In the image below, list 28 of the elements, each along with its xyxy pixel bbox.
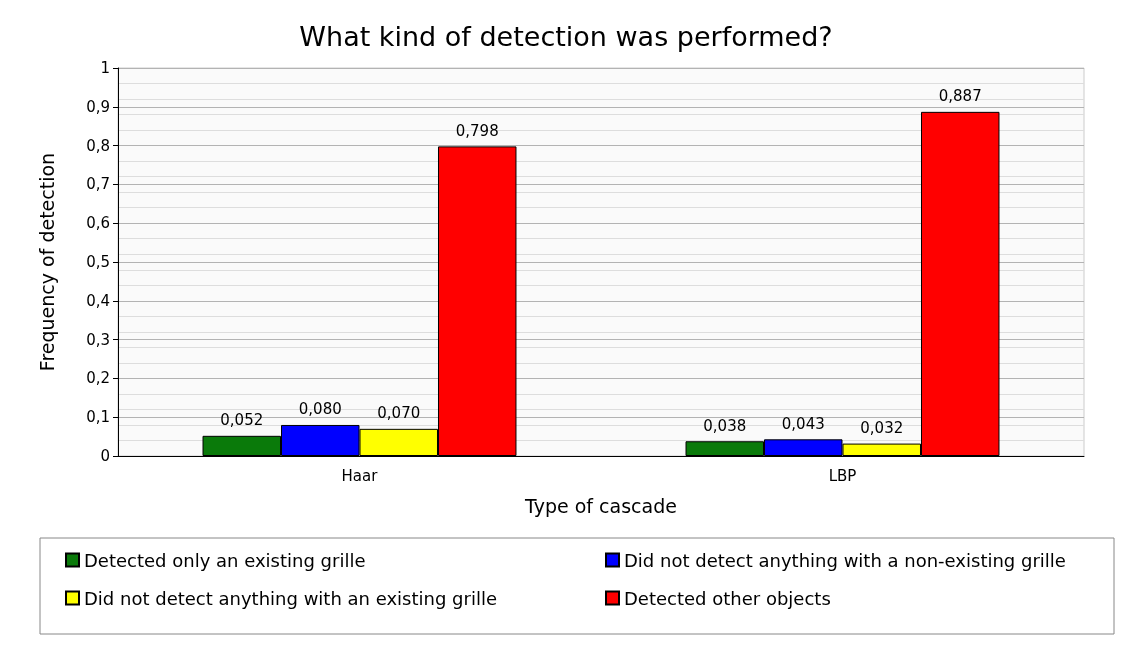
data-label: 0,032 <box>860 419 904 438</box>
x-tick-label: Haar <box>341 466 379 485</box>
y-tick-label: 0,3 <box>86 330 110 349</box>
y-axis-title: Frequency of detection <box>35 152 58 372</box>
legend-label: Detected other objects <box>624 587 831 609</box>
x-axis-title: Type of cascade <box>524 494 677 517</box>
y-tick-label: 0,5 <box>86 253 110 271</box>
y-tick-label: 0 <box>100 447 110 465</box>
legend-label: Did not detect anything with a non-existing grille <box>624 549 1066 571</box>
y-tick-label: 0,4 <box>86 291 110 310</box>
data-label: 0,070 <box>377 404 421 423</box>
y-tick-label: 0,7 <box>86 175 110 194</box>
legend-label: Did not detect anything with an existing grille <box>84 587 498 609</box>
data-label: 0,080 <box>298 400 342 419</box>
x-tick-label: LBP <box>828 466 857 485</box>
y-tick-label: 0,2 <box>86 369 110 388</box>
chart-title: What kind of detection was performed? <box>299 21 833 52</box>
data-label: 0,887 <box>938 87 982 106</box>
y-tick-label: 0,6 <box>86 214 110 233</box>
data-label: 0,052 <box>220 411 264 430</box>
legend-label: Detected only an existing grille <box>84 549 366 571</box>
data-label: 0,798 <box>455 121 499 140</box>
data-label: 0,043 <box>781 414 825 433</box>
y-tick-label: 0,8 <box>86 136 110 155</box>
data-label: 0,038 <box>703 416 747 435</box>
y-tick-label: 0,1 <box>86 408 110 427</box>
y-tick-label: 1 <box>100 59 110 77</box>
y-tick-label: 0,9 <box>86 97 110 116</box>
